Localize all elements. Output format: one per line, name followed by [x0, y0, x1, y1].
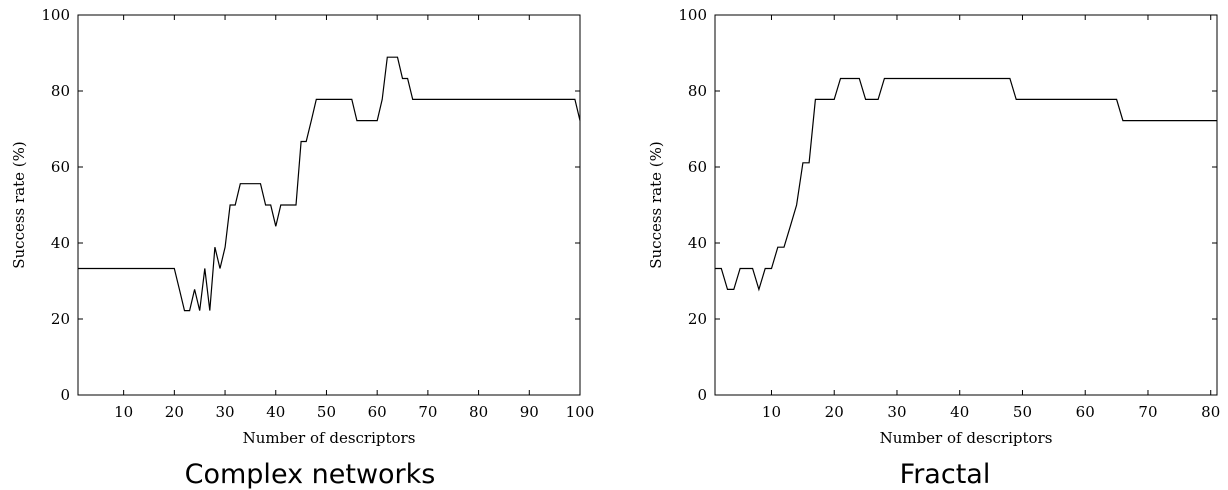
x-tick-label: 30: [887, 403, 906, 421]
y-tick-label: 20: [688, 310, 707, 328]
x-tick-label: 30: [216, 403, 235, 421]
x-tick-label: 40: [266, 403, 285, 421]
x-tick-label: 90: [520, 403, 539, 421]
x-tick-label: 20: [165, 403, 184, 421]
panel-title: Complex networks: [185, 459, 436, 490]
y-tick-label: 40: [51, 234, 70, 252]
x-tick-label: 10: [114, 403, 133, 421]
y-tick-label: 40: [688, 234, 707, 252]
x-tick-label: 50: [317, 403, 336, 421]
y-tick-label: 80: [51, 82, 70, 100]
x-tick-label: 60: [368, 403, 387, 421]
panel-title: Fractal: [900, 459, 991, 490]
x-tick-label: 70: [1138, 403, 1157, 421]
chart-fractal: 10 20 30 40 50 60 70 80 0 20 40 60 80 100 Number of de…: [647, 6, 1220, 490]
y-tick-label: 0: [60, 386, 70, 404]
y-axis-label: Success rate (%): [647, 141, 665, 269]
x-tick-label: 80: [1201, 403, 1220, 421]
x-tick-label: 10: [762, 403, 781, 421]
y-tick-label: 80: [688, 82, 707, 100]
y-tick-label: 60: [51, 158, 70, 176]
y-tick-label: 20: [51, 310, 70, 328]
x-tick-label: 20: [825, 403, 844, 421]
y-tick-label: 0: [697, 386, 707, 404]
x-tick-label: 70: [418, 403, 437, 421]
series-line: [78, 56, 581, 312]
plot-frame: [714, 14, 1218, 396]
x-tick-label: 80: [469, 403, 488, 421]
x-tick-label: 100: [566, 403, 595, 421]
chart-complex-networks: 10 20 30 40 50 60 70 80 90 100 0 20 40 60 80 100 Number …: [10, 6, 594, 490]
x-tick-label: 50: [1013, 403, 1032, 421]
y-tick-label: 100: [678, 6, 707, 24]
x-tick-label: 60: [1076, 403, 1095, 421]
x-axis-label: Number of descriptors: [880, 429, 1053, 447]
x-axis-label: Number of descriptors: [243, 429, 416, 447]
series-line: [715, 77, 1217, 292]
y-tick-label: 100: [41, 6, 70, 24]
plot-frame: [77, 14, 581, 396]
x-tick-label: 40: [950, 403, 969, 421]
y-axis-label: Success rate (%): [10, 141, 28, 269]
y-tick-label: 60: [688, 158, 707, 176]
